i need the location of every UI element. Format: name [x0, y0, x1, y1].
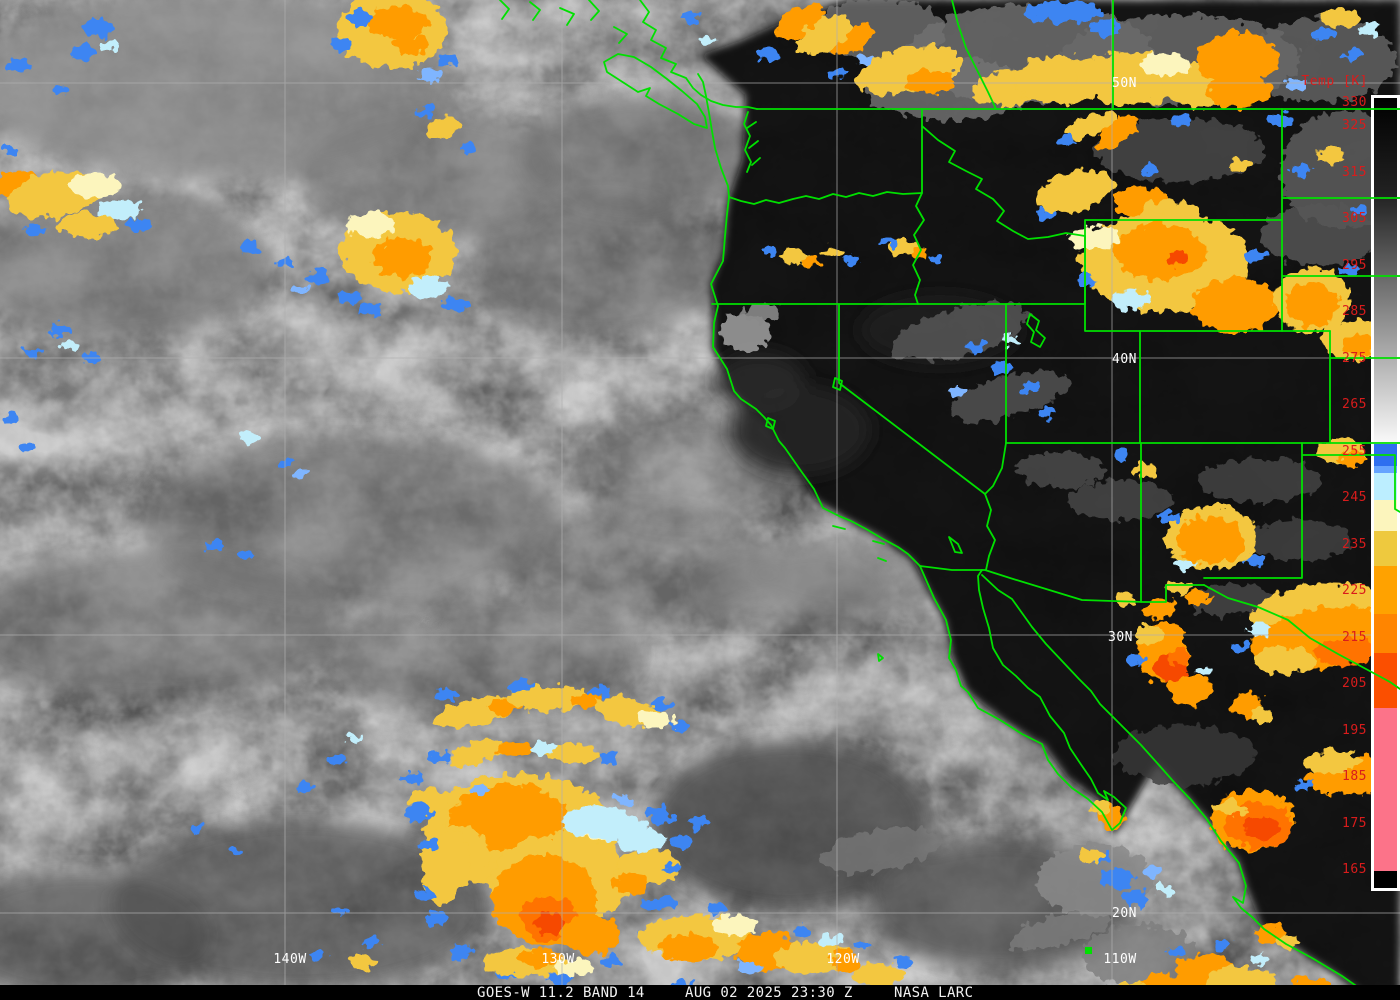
lat-label-30n: 30N — [1108, 630, 1133, 645]
guadalupe-island — [877, 653, 884, 662]
colorbar-tick: 195 — [1342, 723, 1367, 738]
caption-bar: GOES-W 11.2 BAND 14 AUG 02 2025 23:30 Z … — [0, 985, 1400, 1000]
colorbar-scale — [1371, 95, 1400, 891]
wyoming-borders — [1084, 219, 1331, 332]
washington-oregon-border — [728, 191, 923, 205]
colorbar-title: Temp [K] — [1301, 74, 1368, 89]
colorbar-tick: 315 — [1342, 165, 1367, 180]
colorbar-tick: 215 — [1342, 630, 1367, 645]
great-salt-lake — [1026, 313, 1046, 348]
caption-credit: NASA LARC — [894, 985, 973, 1000]
colorbar-tick: 255 — [1342, 444, 1367, 459]
bc-alberta-border — [951, 0, 997, 110]
lon-label-130w: 130W — [541, 952, 574, 967]
colorbar-frame — [1371, 95, 1400, 891]
colorbar-tick: 205 — [1342, 676, 1367, 691]
colorbar-tick: 175 — [1342, 816, 1367, 831]
colorado-river-border — [984, 442, 1007, 571]
state-borders-layer — [499, 0, 1400, 1000]
idaho-washington-border — [912, 108, 925, 305]
channel-islands — [832, 525, 887, 562]
colorbar-tick: 245 — [1342, 490, 1367, 505]
lat-label-20n: 20N — [1112, 906, 1137, 921]
colorbar-tick: 225 — [1342, 583, 1367, 598]
puget-sound — [743, 111, 761, 173]
bc-islands — [499, 0, 628, 44]
colorado-kansas-border — [1329, 330, 1400, 444]
newmexico-texas-border — [1203, 442, 1400, 579]
bc-mainland-coastline — [639, 0, 758, 110]
rio-grande — [1203, 584, 1400, 690]
baja-coastline — [919, 565, 1127, 831]
lake-tahoe — [832, 377, 843, 391]
colorbar-tick: 325 — [1342, 118, 1367, 133]
us-mexico-border — [919, 565, 1205, 603]
colorbar-tick: 265 — [1342, 397, 1367, 412]
colorbar-tick: 295 — [1342, 258, 1367, 273]
mexico-mainland-coastline — [981, 574, 1373, 1000]
lon-label-140w: 140W — [273, 952, 306, 967]
lat-label-50n: 50N — [1112, 76, 1137, 91]
colorbar-tick: 275 — [1342, 351, 1367, 366]
colorbar-tick: 185 — [1342, 769, 1367, 784]
colorbar-tick: 305 — [1342, 211, 1367, 226]
grid-labels: 50N 40N 30N 20N 140W 130W 120W 110W — [273, 76, 1137, 967]
lon-label-120w: 120W — [826, 952, 859, 967]
san-francisco-bay — [765, 417, 776, 430]
colorbar-tick: 235 — [1342, 537, 1367, 552]
california-nevada-border — [838, 303, 986, 495]
montana-idaho-border — [921, 125, 1086, 305]
lat-label-40n: 40N — [1112, 352, 1137, 367]
caption-datetime: AUG 02 2025 23:30 Z — [685, 985, 853, 1000]
colorbar-labels: Temp [K] 330 325 315 305 295 285 275 265… — [1301, 74, 1368, 877]
caption-product: GOES-W 11.2 BAND 14 — [477, 985, 645, 1000]
colorbar — [1371, 95, 1400, 891]
lon-label-110w: 110W — [1103, 952, 1136, 967]
vancouver-island — [603, 53, 708, 129]
salton-sea — [948, 536, 963, 554]
island-marker — [1085, 947, 1092, 954]
colorbar-tick: 285 — [1342, 304, 1367, 319]
us-west-coastline — [697, 73, 921, 567]
colorbar-tick: 330 — [1342, 95, 1367, 110]
colorbar-tick: 165 — [1342, 862, 1367, 877]
